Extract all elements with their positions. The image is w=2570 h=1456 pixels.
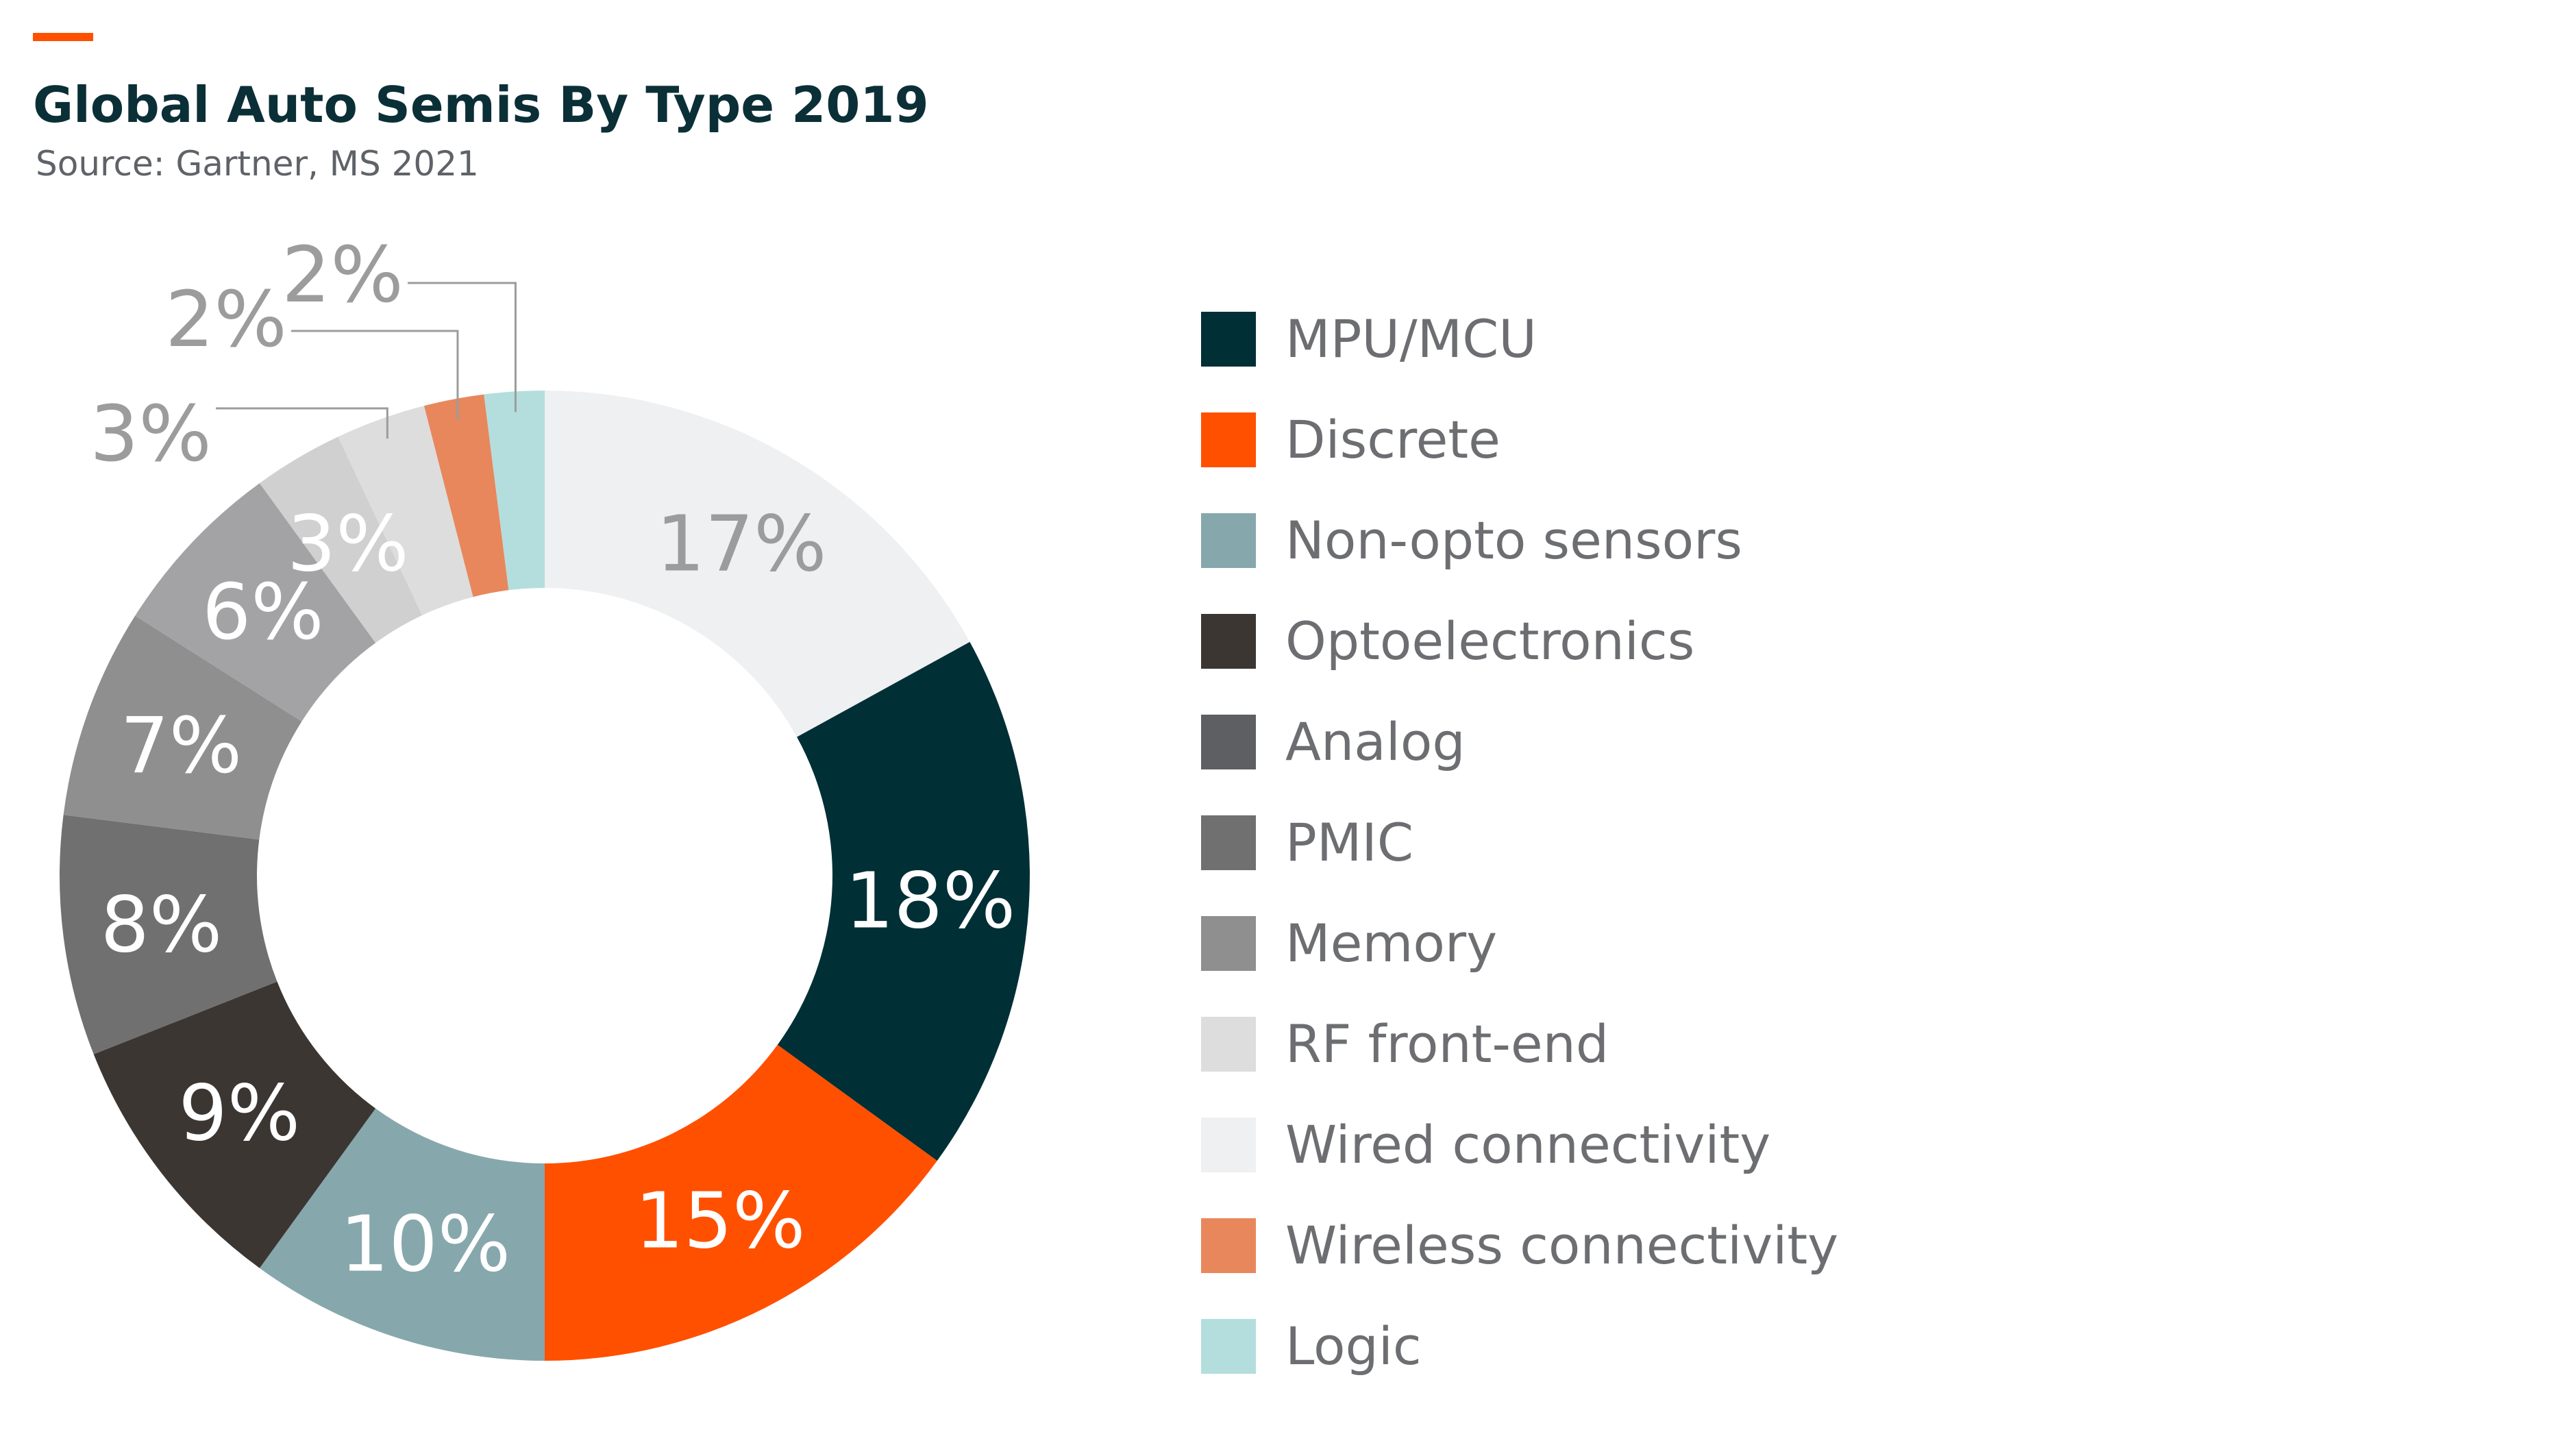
data-label-analog: 6% (202, 568, 324, 657)
legend-label-rf-front-end: RF front-end (1285, 1013, 1609, 1074)
legend-swatch-wired-connectivity (1201, 1118, 1256, 1172)
data-label-logic: 2% (282, 231, 404, 320)
chart-title: Global Auto Semis By Type 2019 (33, 76, 929, 134)
legend-swatch-logic (1201, 1319, 1256, 1374)
data-label-pmic: 8% (101, 881, 223, 970)
slice-rf-front-end (338, 406, 473, 615)
legend-swatch-wireless-connectivity (1201, 1218, 1256, 1273)
data-label-wireless-connectivity: 2% (165, 275, 287, 365)
legend-label-optoelectronics: Optoelectronics (1285, 610, 1694, 671)
legend: MPU/MCU Discrete Non-opto sensors Optoelect… (1201, 308, 1838, 1377)
legend-label-discrete: Discrete (1285, 409, 1500, 470)
slice-optoelectronics (93, 981, 376, 1268)
slice-non-opto-sensors (259, 1108, 545, 1361)
data-label-memory: 7% (120, 702, 242, 791)
legend-swatch-rf-front-end (1201, 1017, 1256, 1072)
slice-other (259, 436, 423, 643)
accent-bar (33, 33, 93, 41)
slice-wired-connectivity (545, 391, 970, 737)
legend-label-analog: Analog (1285, 711, 1466, 772)
data-label-non-opto-sensors: 10% (340, 1200, 510, 1289)
data-label-optoelectronics: 9% (179, 1070, 301, 1159)
chart-subtitle: Source: Gartner, MS 2021 (36, 144, 479, 184)
slice-analog (135, 483, 376, 721)
legend-label-wireless-connectivity: Wireless connectivity (1285, 1215, 1838, 1276)
legend-swatch-non-opto-sensors (1201, 513, 1256, 568)
data-label-wired-connectivity: 17% (656, 500, 827, 589)
legend-label-memory: Memory (1285, 913, 1497, 974)
leader-line-logic (408, 282, 517, 412)
slice-logic (484, 391, 545, 591)
legend-swatch-optoelectronics (1201, 614, 1256, 669)
data-label-mpu-mcu: 18% (845, 856, 1015, 946)
slice-mpu-mcu (777, 641, 1030, 1161)
data-label-rf-front-end: 3% (90, 390, 212, 479)
legend-label-wired-connectivity: Wired connectivity (1285, 1114, 1770, 1175)
leader-line-wireless-connectivity (291, 330, 459, 420)
legend-label-mpu-mcu: MPU/MCU (1285, 308, 1537, 369)
data-label-discrete: 15% (635, 1177, 806, 1266)
legend-swatch-memory (1201, 916, 1256, 971)
donut-slices (59, 391, 1030, 1361)
legend-label-pmic: PMIC (1285, 812, 1413, 873)
data-label-other: 3% (287, 500, 409, 589)
legend-label-logic: Logic (1285, 1316, 1422, 1377)
legend-label-non-opto-sensors: Non-opto sensors (1285, 510, 1742, 571)
slice-discrete (545, 1044, 937, 1361)
legend-swatch-discrete (1201, 412, 1256, 467)
legend-swatch-mpu-mcu (1201, 312, 1256, 367)
leader-line-rf-front-end (216, 407, 388, 439)
slice-memory (63, 615, 302, 840)
legend-swatch-analog (1201, 715, 1256, 769)
slice-pmic (59, 815, 277, 1054)
slice-labels: 17%18%15%10%9%8%7%6%3%3%2%2% (90, 231, 1015, 1289)
slice-wireless-connectivity (423, 394, 509, 597)
legend-swatch-pmic (1201, 815, 1256, 870)
